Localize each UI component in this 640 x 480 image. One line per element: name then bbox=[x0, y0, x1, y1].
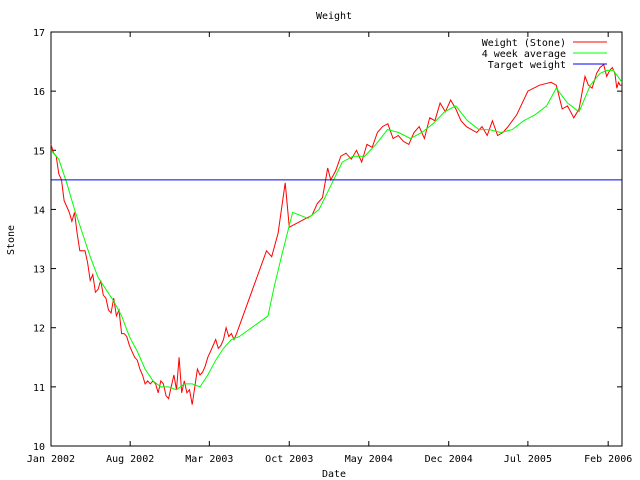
x-tick-label: Aug 2002 bbox=[106, 454, 154, 465]
y-tick-label: 10 bbox=[33, 442, 45, 453]
plot-frame bbox=[50, 31, 623, 447]
series-line-1 bbox=[50, 69, 623, 391]
y-axis-label: Stone bbox=[6, 225, 17, 255]
x-tick-label: Oct 2003 bbox=[265, 454, 313, 465]
x-tick-label: Feb 2006 bbox=[584, 454, 632, 465]
x-tick-label: Jul 2005 bbox=[504, 454, 552, 465]
plot-area: 10 11 12 13 14 15 16 17 Jan 2002 Aug 2002 Mar 2003… bbox=[27, 28, 632, 465]
x-tick-label: Dec 2004 bbox=[425, 454, 473, 465]
y-tick-label: 11 bbox=[33, 383, 45, 394]
legend-label: Weight (Stone) bbox=[482, 38, 566, 49]
legend-label: 4 week average bbox=[482, 49, 566, 60]
y-tick-label: 14 bbox=[33, 205, 45, 216]
y-tick-label: 15 bbox=[33, 146, 45, 157]
x-axis-label: Date bbox=[322, 469, 346, 480]
x-tick-label: Jan 2002 bbox=[27, 454, 75, 465]
y-tick-label: 16 bbox=[33, 87, 45, 98]
x-tick-label: May 2004 bbox=[345, 454, 393, 465]
y-tick-label: 12 bbox=[33, 324, 45, 335]
x-tick-label: Mar 2003 bbox=[185, 454, 233, 465]
series-line-0 bbox=[50, 63, 622, 405]
y-tick-label: 17 bbox=[33, 28, 45, 39]
legend-label: Target weight bbox=[488, 60, 566, 71]
chart-title: Weight bbox=[316, 11, 352, 22]
y-tick-label: 13 bbox=[33, 265, 45, 276]
